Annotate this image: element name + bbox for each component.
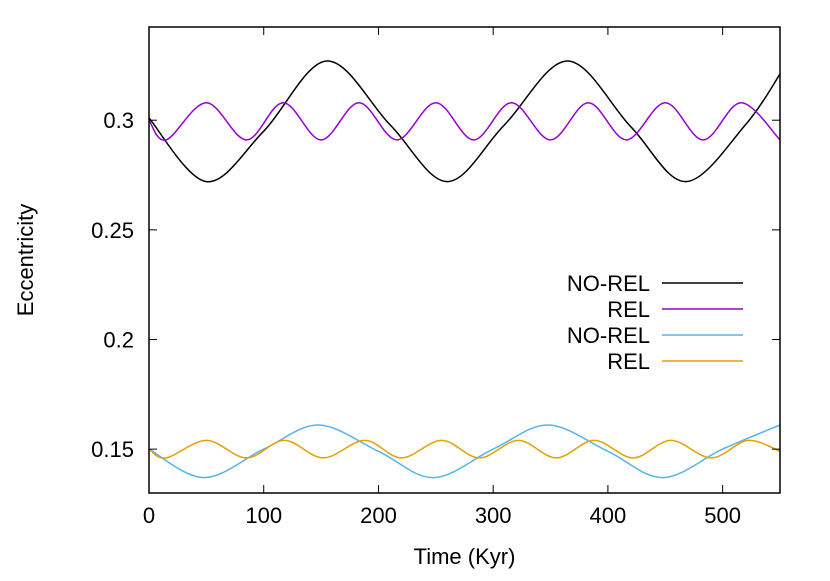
series-line-1 (148, 60, 781, 183)
x-tick-label: 0 (143, 503, 155, 528)
legend-label-4: REL (607, 349, 650, 374)
y-tick-label: 0.2 (103, 327, 134, 352)
x-tick-label: 400 (590, 503, 627, 528)
ticks-layer: 0 100 200 300 400 500 0.15 0.2 0.25 0.3 (91, 27, 780, 528)
x-tick-label: 200 (360, 503, 397, 528)
x-tick-label: 500 (704, 503, 741, 528)
y-tick-label: 0.25 (91, 218, 134, 243)
x-axis-label: Time (Kyr) (414, 544, 516, 569)
series-line-4 (148, 439, 781, 459)
legend-label-2: REL (607, 297, 650, 322)
y-tick-label: 0.15 (91, 437, 134, 462)
series-line-3 (148, 424, 781, 479)
legend-label-1: NO-REL (567, 271, 650, 296)
series-layer (148, 60, 781, 479)
y-tick-label: 0.3 (103, 108, 134, 133)
x-tick-label: 100 (245, 503, 282, 528)
x-tick-label: 300 (475, 503, 512, 528)
plot-frame (148, 26, 781, 494)
series-line-2 (148, 101, 781, 141)
y-axis-label: Eccentricity (13, 204, 38, 316)
legend-label-3: NO-REL (567, 323, 650, 348)
